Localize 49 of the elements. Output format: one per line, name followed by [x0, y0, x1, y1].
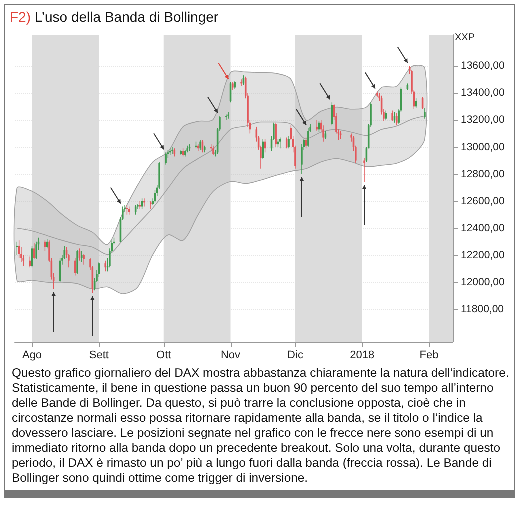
y-tick-label: 12000,00 — [461, 276, 505, 288]
candlestick — [126, 205, 128, 216]
y-tick-label: 12200,00 — [461, 249, 505, 262]
candlestick — [279, 137, 282, 149]
candlestick — [424, 108, 426, 120]
candlestick — [385, 110, 388, 121]
candlestick — [316, 120, 318, 132]
candlestick — [288, 136, 290, 149]
candlestick — [83, 254, 85, 266]
x-tick-label: Nov — [220, 350, 242, 362]
candlestick — [364, 158, 366, 183]
candlestick — [104, 260, 107, 272]
y-tick-label: 11800,00 — [461, 304, 504, 316]
candlestick — [262, 138, 264, 160]
x-tick-label: Ago — [22, 350, 42, 362]
y-tick-label: 13200,00 — [461, 114, 505, 126]
candlestick — [16, 242, 18, 256]
candlestick — [308, 128, 310, 148]
candlestick — [172, 146, 174, 154]
candlestick — [150, 201, 152, 210]
candlestick — [396, 113, 398, 126]
text: Questo grafico giornaliero del DAX mostra abbastanza chiaramente la natura dell’indicatore. Statisticamente, il bene in questione passa un buon 90 percento del suo tempo all’interno delle Bande di Bollinger. Da questo, si può trarre la conclusione opposta, cioè che in circostanze normali esso possa ritornare rapidamente alla banda, se il titolo o l’indice la dovessero lasciare. Le posizioni segnate nel grafico con le frecce nere sono esempi di un immediato ritorno alla banda dopo un precedente breakout. Solo una volta, durante questo periodo, il DAX è rimasto un po’ più a lungo fuori dalla banda (freccia rossa). Le Bande di Bollinger sono quindi ottime come trigger di inversione. — [12, 366, 510, 486]
x-tick-label: 2018 — [350, 350, 375, 362]
candlestick — [46, 238, 48, 250]
x-tick-label: Feb — [420, 350, 439, 362]
y-tick-label: 13400,00 — [461, 87, 505, 100]
candlestick — [34, 242, 36, 260]
y-tick-label: 13000,00 — [461, 141, 505, 154]
y-tick-label: 13600,00 — [461, 60, 505, 72]
chart-title: F2) L’uso della Banda di Bollinger — [10, 9, 219, 25]
y-tick-label: 12400,00 — [461, 222, 505, 234]
candlestick — [36, 242, 38, 260]
candlestick — [212, 146, 214, 156]
candlestick — [29, 256, 32, 268]
x-tick-label: Dic — [288, 350, 304, 362]
candlestick — [200, 140, 202, 150]
y-tick-label: 12800,00 — [461, 168, 505, 180]
candlestick — [165, 152, 167, 166]
y-axis-title: XXP — [455, 32, 476, 44]
candlestick — [74, 258, 76, 276]
candlestick — [76, 250, 78, 275]
candlestick — [226, 114, 228, 121]
candlestick — [275, 122, 277, 148]
x-tick-label: Sett — [89, 350, 109, 362]
x-tick-label: Ott — [156, 350, 172, 362]
candlestick — [392, 110, 394, 122]
candlestick — [286, 137, 288, 149]
candlestick — [80, 251, 83, 263]
y-tick-label: 12600,00 — [461, 195, 505, 208]
